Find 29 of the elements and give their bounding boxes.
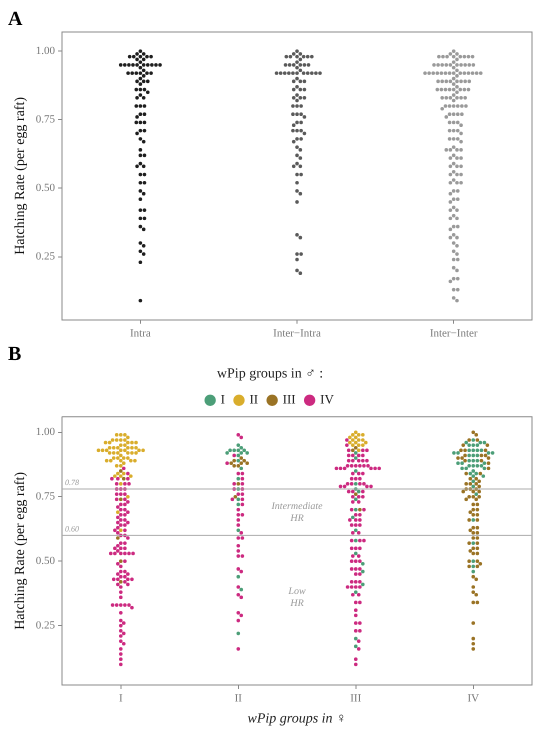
- y-tick-label: 0.75: [36, 490, 56, 503]
- y-axis-title: Hatching Rate (per egg raft): [13, 472, 28, 630]
- legend-label: IV: [320, 392, 334, 407]
- y-tick-label: 0.25: [36, 250, 56, 263]
- annotation: Low HR: [287, 586, 306, 609]
- y-tick-label: 0.50: [36, 555, 56, 568]
- legend-label: I: [220, 392, 225, 407]
- x-tick-label: III: [350, 692, 362, 704]
- x-tick-label: Inter−Intra: [273, 327, 322, 340]
- y-tick-label: 1.00: [36, 45, 56, 58]
- annotation: Intermediate HR: [270, 500, 324, 524]
- y-axis-title: Hatching Rate (per egg raft): [13, 96, 28, 255]
- legend-label: II: [249, 392, 258, 407]
- y-tick-label: 0.75: [36, 114, 56, 126]
- y-tick-label: 1.00: [36, 426, 56, 438]
- y-tick-label: 0.25: [36, 620, 56, 632]
- ref-line-label: 0.60: [65, 524, 80, 534]
- legend-label: III: [282, 392, 296, 407]
- x-tick-label: Intra: [130, 327, 151, 340]
- chart-title: A: [8, 8, 23, 30]
- x-tick-label: II: [234, 692, 242, 704]
- ref-line-label: 0.78: [65, 478, 80, 488]
- y-tick-label: 0.50: [36, 182, 56, 194]
- x-tick-label: IV: [467, 692, 480, 704]
- x-tick-label: Inter−Inter: [430, 327, 478, 340]
- legend-title: wPip groups in ♂ :: [216, 366, 324, 382]
- x-axis-title: wPip groups in ♀: [248, 711, 347, 726]
- chart-title: B: [8, 343, 22, 366]
- x-tick-label: I: [118, 692, 123, 704]
